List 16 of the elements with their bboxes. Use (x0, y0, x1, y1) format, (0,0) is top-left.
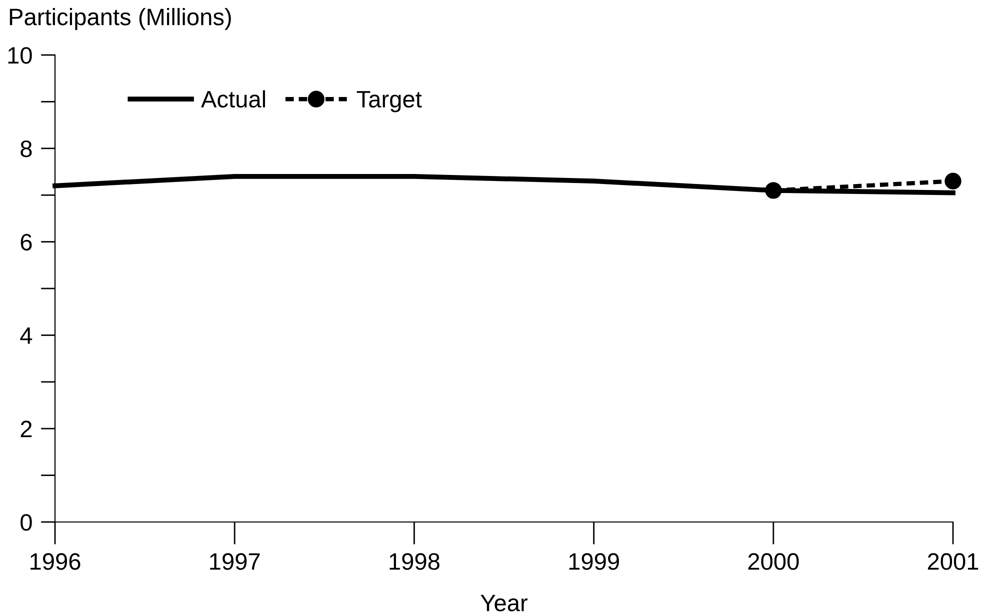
x-tick-label: 1997 (210, 553, 260, 570)
y-tick-label: 4 (20, 328, 32, 344)
y-tick-label: 2 (20, 420, 32, 438)
y-tick-label: 10 (8, 47, 32, 64)
x-tick-label: 2000 (748, 553, 799, 570)
y-tick-label: 8 (20, 140, 32, 158)
x-tick-label: 1996 (30, 553, 80, 570)
legend-label: Target (356, 91, 422, 112)
x-tick-label: 1998 (390, 553, 440, 570)
y-axis-title: Participants (Millions) (10, 8, 231, 30)
y-tick-label: 0 (20, 514, 32, 531)
x-tick-label: 1999 (569, 553, 619, 570)
x-axis-title: Year (480, 594, 528, 612)
legend-label: Actual (201, 90, 266, 108)
x-tick-label: 2001 (928, 553, 978, 570)
y-tick-label: 6 (20, 234, 32, 251)
